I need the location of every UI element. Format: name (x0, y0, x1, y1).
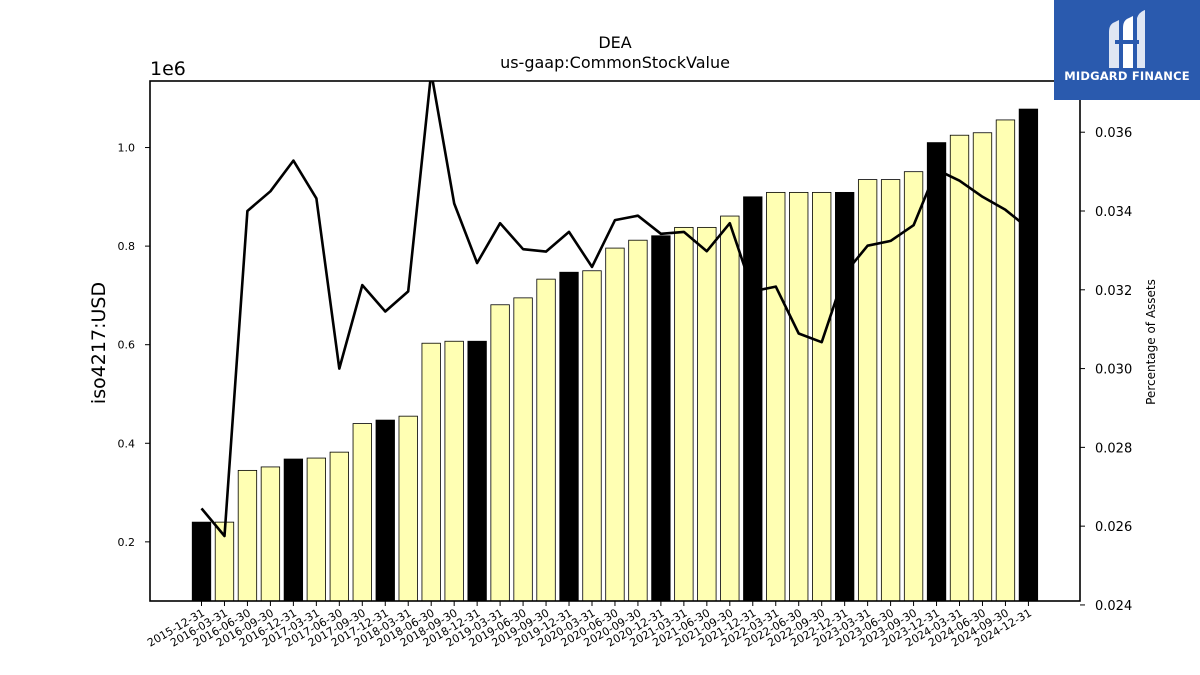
line-series (200, 81, 1030, 538)
y-axis-label: iso4217:USD (88, 282, 110, 404)
bar (306, 457, 327, 602)
midgard-logo-icon (1109, 10, 1145, 68)
bar (329, 451, 349, 602)
bar (444, 340, 464, 602)
bar (582, 270, 602, 602)
bar (812, 191, 832, 602)
bar (903, 171, 924, 602)
bar (536, 278, 556, 602)
y2-tick-label: 0.036 (1095, 126, 1132, 141)
bar (513, 297, 533, 602)
y2-tick-label: 0.026 (1095, 520, 1132, 535)
bar (651, 235, 671, 602)
bar (467, 340, 487, 602)
bar (260, 466, 281, 602)
bar-series (191, 108, 1039, 602)
y2-tick-label: 0.024 (1095, 599, 1132, 614)
y-offset-label: 1e6 (150, 58, 186, 80)
bar (375, 419, 395, 602)
bar (766, 191, 786, 602)
y-tick-label: 1.0 (118, 142, 136, 155)
brand-logo: MIDGARD FINANCE (1054, 0, 1200, 100)
y2-tick-label: 0.030 (1095, 363, 1132, 378)
bar (857, 179, 878, 602)
bar (237, 469, 258, 602)
chart-title: DEA (598, 33, 631, 52)
y2-axis-label: Percentage of Assets (1144, 279, 1158, 405)
bar (1018, 108, 1039, 602)
bar (926, 142, 947, 602)
bar (605, 247, 625, 602)
y2-tick-label: 0.034 (1095, 205, 1132, 220)
bar (995, 119, 1016, 602)
y-tick-label: 0.4 (118, 437, 136, 450)
y-tick-label: 0.6 (118, 339, 136, 352)
y-tick-label: 0.2 (118, 536, 136, 549)
bar (720, 215, 740, 602)
y2-tick-label: 0.028 (1095, 441, 1132, 456)
y2-tick-label: 0.032 (1095, 284, 1132, 299)
y-tick-label: 0.8 (118, 240, 136, 253)
bar (559, 271, 579, 602)
bar (398, 415, 418, 602)
axes: 0.2 0.4 0.6 0.8 1.0 0.024 0.026 0.028 0.030 0.032… (118, 80, 1132, 650)
bar (283, 458, 304, 602)
bar (191, 521, 212, 602)
bar (949, 134, 970, 602)
bar (789, 191, 809, 602)
bar (421, 342, 441, 602)
bar (835, 191, 855, 602)
chart-subtitle: us-gaap:CommonStockValue (500, 53, 730, 72)
bar (972, 132, 993, 602)
bar (697, 226, 717, 602)
bar (352, 423, 372, 602)
bar (674, 226, 694, 602)
bar (490, 304, 510, 602)
bar (743, 196, 763, 602)
line-path (200, 81, 1030, 538)
brand-logo-text: MIDGARD FINANCE (1064, 69, 1190, 83)
bar (628, 239, 648, 602)
